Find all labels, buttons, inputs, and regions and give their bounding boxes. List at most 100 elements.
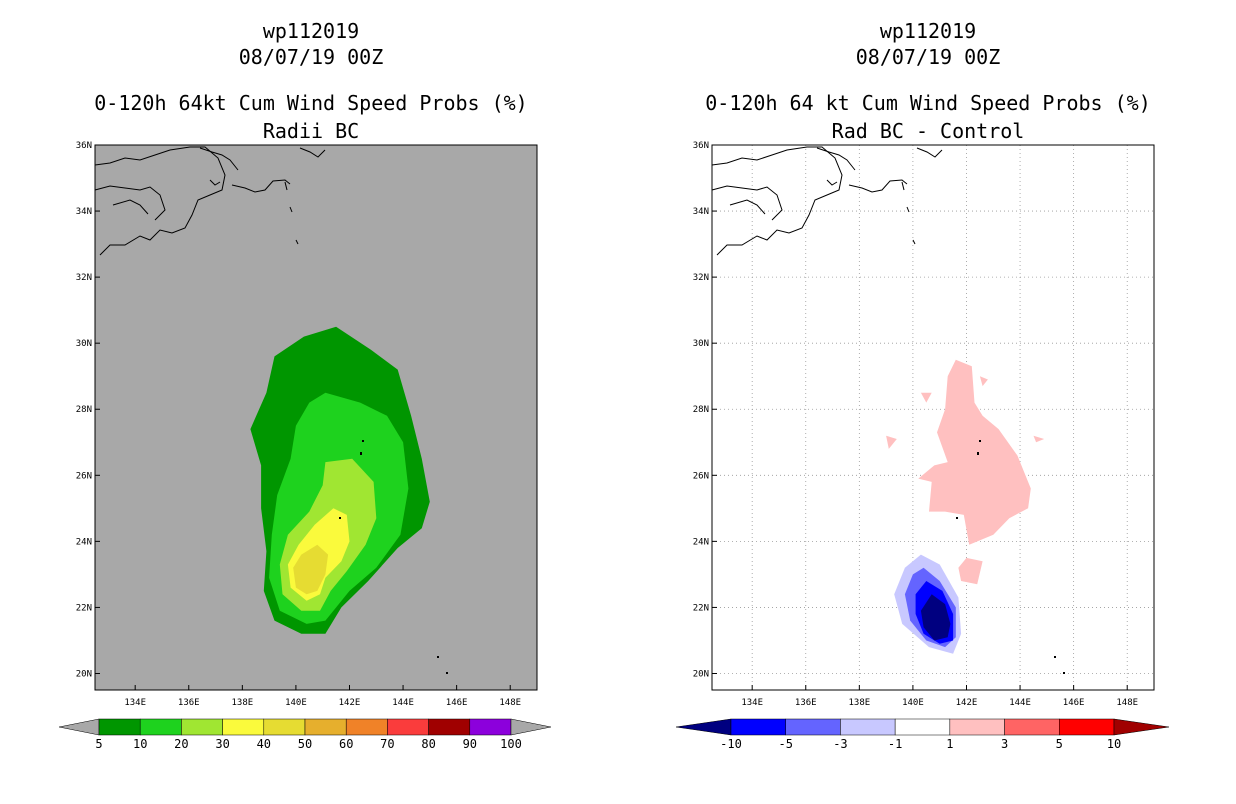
right-colorbar-swatch-0 (730, 718, 786, 736)
right-colorbar-label-0: -10 (720, 737, 742, 751)
left-y-tick-label-6: 32N (76, 273, 92, 283)
right-x-tick-label-6: 146E (1063, 698, 1085, 708)
right-contour-level-1-2 (920, 392, 932, 403)
left-x-tick-label-5: 144E (392, 698, 414, 708)
right-y-tick-label-1: 22N (693, 603, 709, 613)
left-y-axis: 20N 22N 24N 26N 28N 30N 32N 34N 36N (76, 141, 100, 679)
right-panel: wp112019 08/07/19 00Z 0-120h 64 kt Cum W… (675, 19, 1170, 751)
right-y-tick-label-8: 36N (693, 141, 709, 151)
left-y-tick-label-7: 34N (76, 207, 92, 217)
left-colorbar-over-arrow (510, 718, 552, 736)
left-title-line-4: Radii BC (263, 119, 359, 143)
left-colorbar-swatch-8 (428, 718, 471, 736)
left-y-tick-label-0: 20N (76, 669, 92, 679)
right-colorbar-label-6: 5 (1056, 737, 1063, 751)
right-colorbar-label-2: -3 (833, 737, 847, 751)
left-y-tick-label-3: 26N (76, 471, 92, 481)
right-colorbar-label-1: -5 (778, 737, 792, 751)
left-islands (339, 440, 448, 674)
right-y-tick-label-5: 30N (693, 339, 709, 349)
left-x-tick-label-3: 140E (285, 698, 307, 708)
left-colorbar-swatch-4 (263, 718, 306, 736)
left-colorbar-label-4: 40 (257, 737, 271, 751)
left-colorbar-label-5: 50 (298, 737, 312, 751)
left-colorbar-label-0: 5 (95, 737, 102, 751)
left-x-tick-label-1: 136E (178, 698, 200, 708)
right-colorbar-over-arrow (1113, 718, 1170, 736)
left-panel: wp112019 08/07/19 00Z 0-120h 64kt Cum Wi… (58, 19, 552, 751)
right-contour-level-1-1 (958, 557, 983, 585)
right-colorbar-swatch-5 (1004, 718, 1060, 736)
left-colorbar-under-arrow (58, 718, 100, 736)
right-contour-level-1-4 (1033, 435, 1045, 443)
right-title-line-4: Rad BC - Control (832, 119, 1025, 143)
left-y-tick-label-8: 36N (76, 141, 92, 151)
left-y-tick-label-4: 28N (76, 405, 92, 415)
left-x-tick-label-2: 138E (231, 698, 253, 708)
right-colorbar-label-5: 3 (1001, 737, 1008, 751)
left-colorbar-swatch-0 (98, 718, 141, 736)
right-plot-frame (711, 144, 1155, 691)
right-contour-level-1-5 (979, 376, 988, 387)
right-x-tick-label-4: 142E (956, 698, 978, 708)
right-y-tick-label-3: 26N (693, 471, 709, 481)
left-x-tick-label-7: 148E (499, 698, 521, 708)
right-islands (956, 440, 1065, 674)
left-colorbar-label-3: 30 (215, 737, 229, 751)
right-colorbar-label-7: 10 (1107, 737, 1121, 751)
right-y-tick-label-0: 20N (693, 669, 709, 679)
right-x-tick-label-0: 134E (741, 698, 763, 708)
right-x-tick-label-5: 144E (1009, 698, 1031, 708)
left-colorbar-label-7: 70 (380, 737, 394, 751)
right-x-tick-label-1: 136E (795, 698, 817, 708)
right-contours (886, 359, 1045, 654)
left-x-axis: 134E 136E 138E 140E 142E 144E 146E 148E (124, 685, 521, 708)
left-colorbar-swatch-9 (469, 718, 512, 736)
right-y-axis: 20N 22N 24N 26N 28N 30N 32N 34N 36N (693, 141, 717, 679)
right-y-tick-label-6: 32N (693, 273, 709, 283)
right-contour-level-neg10-9 (920, 594, 951, 641)
left-colorbar-label-8: 80 (421, 737, 435, 751)
left-title-line-3: 0-120h 64kt Cum Wind Speed Probs (%) (94, 91, 527, 115)
right-y-tick-label-4: 28N (693, 405, 709, 415)
left-y-tick-label-2: 24N (76, 537, 92, 547)
left-coastline (94, 146, 326, 256)
right-contour-level-1-0 (918, 359, 1031, 545)
right-contour-level-1-3 (886, 435, 897, 449)
right-colorbar-label-3: -1 (888, 737, 902, 751)
right-x-axis: 134E 136E 138E 140E 142E 144E 146E 148E (741, 685, 1138, 708)
left-colorbar-label-10: 100 (500, 737, 522, 751)
left-colorbar-swatch-1 (139, 718, 182, 736)
left-colorbar-label-2: 20 (174, 737, 188, 751)
left-x-tick-label-0: 134E (124, 698, 146, 708)
right-x-tick-label-2: 138E (848, 698, 870, 708)
right-title-line-3: 0-120h 64 kt Cum Wind Speed Probs (%) (705, 91, 1151, 115)
right-x-tick-label-3: 140E (902, 698, 924, 708)
left-colorbar: 5 10 20 30 40 50 60 70 80 90 100 (58, 718, 552, 751)
right-colorbar-label-4: 1 (946, 737, 953, 751)
left-x-tick-label-4: 142E (339, 698, 361, 708)
left-colorbar-swatch-2 (181, 718, 223, 736)
right-colorbar-swatch-3 (894, 718, 951, 736)
right-title-line-1: wp112019 (880, 19, 976, 43)
left-colorbar-swatch-7 (387, 718, 429, 736)
left-colorbar-swatch-6 (345, 718, 388, 736)
right-colorbar-swatch-4 (949, 718, 1005, 736)
right-y-tick-label-2: 24N (693, 537, 709, 547)
right-colorbar-swatch-2 (840, 718, 896, 736)
right-colorbar-under-arrow (675, 718, 732, 736)
left-contour-level-40-4 (293, 544, 329, 595)
left-colorbar-swatch-5 (304, 718, 347, 736)
left-colorbar-label-1: 10 (133, 737, 147, 751)
left-y-tick-label-5: 30N (76, 339, 92, 349)
right-title-line-2: 08/07/19 00Z (856, 45, 1001, 69)
left-colorbar-label-9: 90 (463, 737, 477, 751)
left-plot-frame (94, 144, 538, 691)
left-title-line-2: 08/07/19 00Z (239, 45, 384, 69)
left-contours (250, 326, 430, 634)
right-coastline (711, 146, 943, 256)
right-colorbar-swatch-6 (1059, 718, 1115, 736)
right-colorbar: -10 -5 -3 -1 1 3 5 10 (675, 718, 1170, 751)
